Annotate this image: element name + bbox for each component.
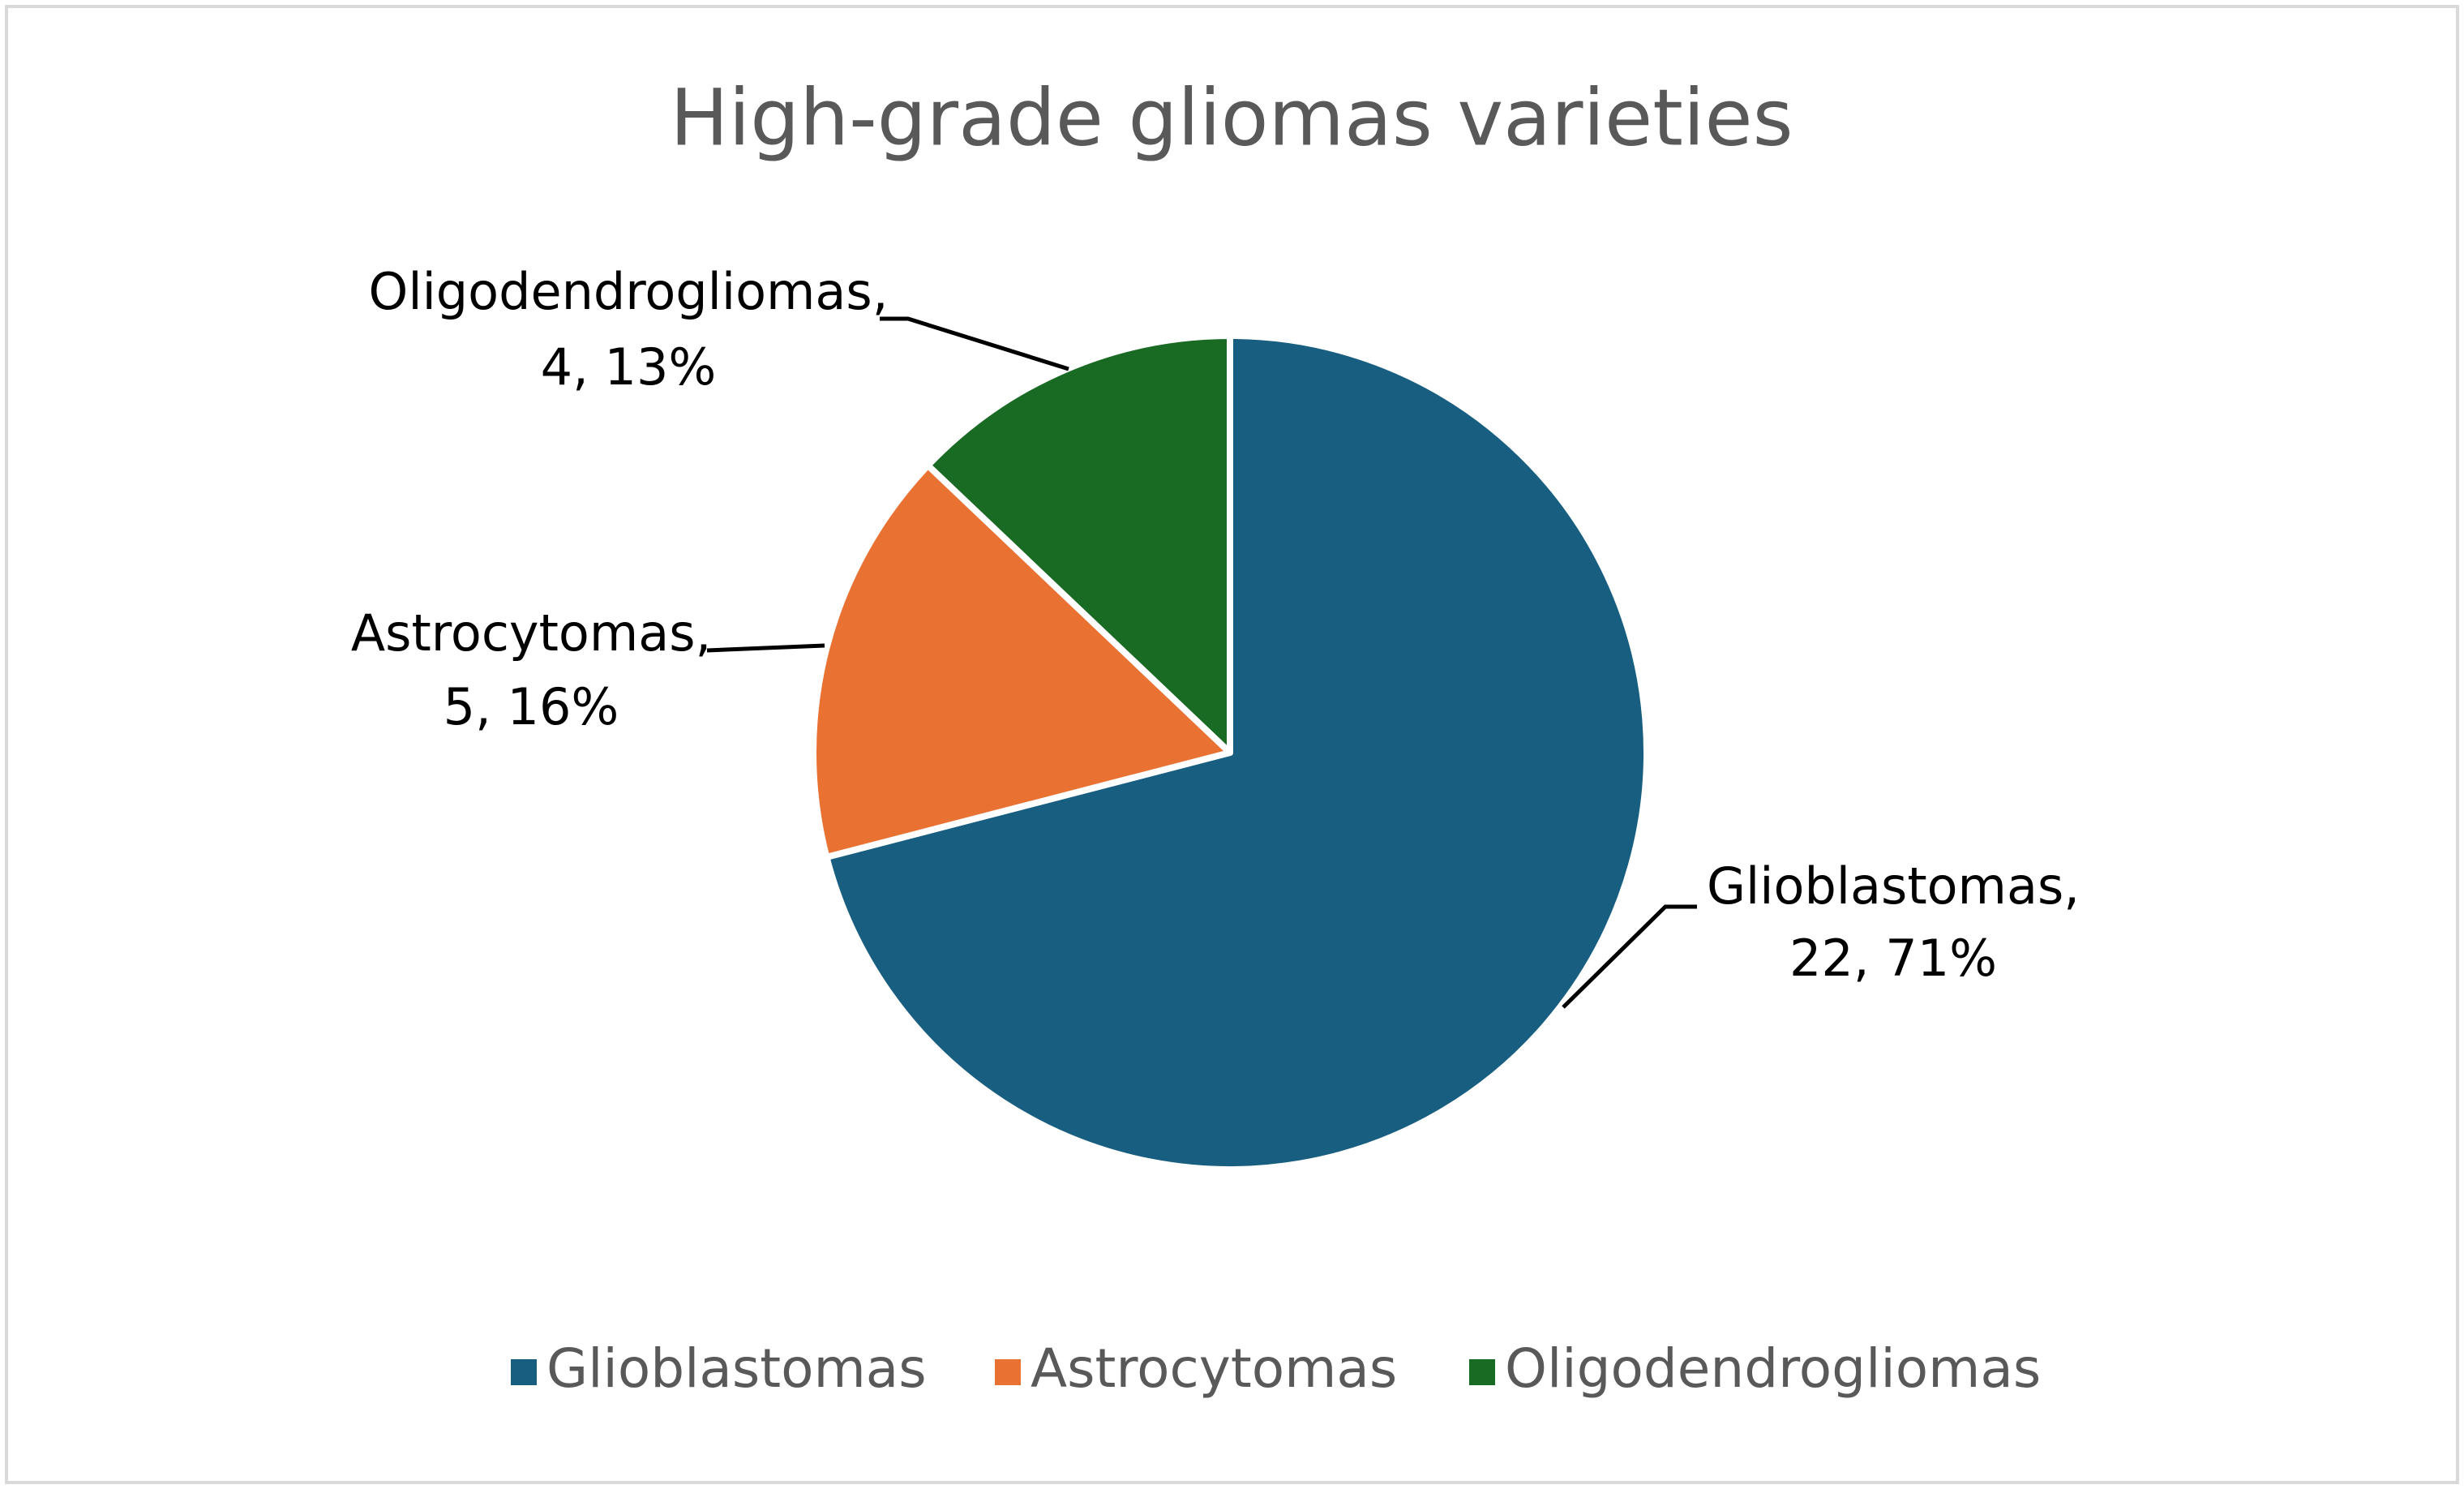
legend-label: Oligodendrogliomas	[1505, 1337, 2041, 1400]
legend-swatch	[511, 1359, 537, 1385]
data-label: Oligodendrogliomas,	[369, 262, 889, 321]
leader-line	[880, 316, 1069, 371]
pie-slice	[823, 333, 1650, 1173]
data-label: 5, 16%	[444, 677, 619, 736]
leader-line	[706, 643, 825, 653]
legend-swatch	[995, 1359, 1021, 1385]
data-label: Glioblastomas,	[1707, 856, 2080, 916]
pie-slice	[810, 461, 1233, 860]
legend-label: Glioblastomas	[546, 1337, 927, 1400]
leader-line	[1562, 904, 1697, 1009]
data-label: 4, 13%	[541, 337, 717, 397]
data-label: Astrocytomas,	[351, 603, 712, 663]
data-label: 22, 71%	[1789, 929, 1997, 988]
legend-label: Astrocytomas	[1031, 1337, 1397, 1400]
legend-swatch	[1469, 1359, 1495, 1385]
chart-title: High-grade gliomas varieties	[670, 72, 1793, 163]
